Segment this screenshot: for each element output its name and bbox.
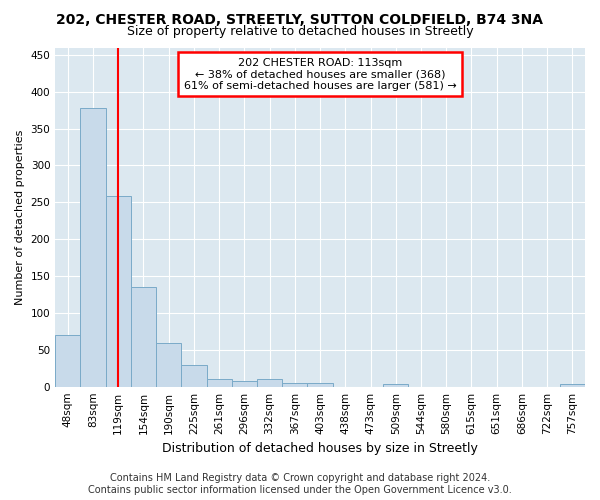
Bar	[206, 380, 232, 386]
Bar	[55, 335, 80, 386]
X-axis label: Distribution of detached houses by size in Streetly: Distribution of detached houses by size …	[162, 442, 478, 455]
Bar	[181, 364, 206, 386]
Text: 202 CHESTER ROAD: 113sqm
← 38% of detached houses are smaller (368)
61% of semi-: 202 CHESTER ROAD: 113sqm ← 38% of detach…	[184, 58, 457, 91]
Bar	[307, 383, 332, 386]
Text: 202, CHESTER ROAD, STREETLY, SUTTON COLDFIELD, B74 3NA: 202, CHESTER ROAD, STREETLY, SUTTON COLD…	[56, 12, 544, 26]
Bar	[282, 383, 307, 386]
Text: Size of property relative to detached houses in Streetly: Size of property relative to detached ho…	[127, 25, 473, 38]
Bar	[106, 196, 131, 386]
Bar	[560, 384, 585, 386]
Bar	[131, 287, 156, 386]
Bar	[383, 384, 409, 386]
Bar	[232, 381, 257, 386]
Y-axis label: Number of detached properties: Number of detached properties	[15, 130, 25, 305]
Bar	[156, 343, 181, 386]
Bar	[80, 108, 106, 386]
Bar	[257, 380, 282, 386]
Text: Contains HM Land Registry data © Crown copyright and database right 2024.
Contai: Contains HM Land Registry data © Crown c…	[88, 474, 512, 495]
